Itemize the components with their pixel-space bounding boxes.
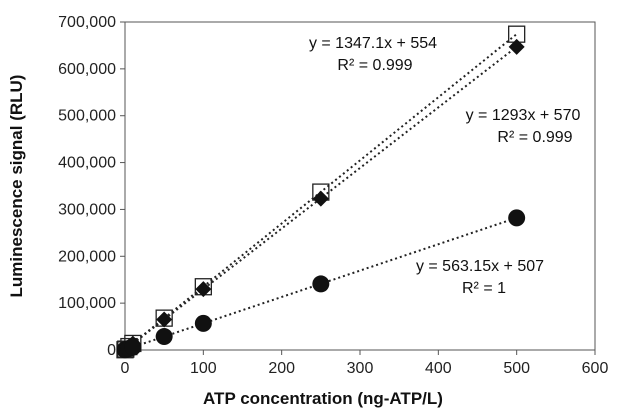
y-tick-label: 400,000 [58,155,116,172]
y-axis: 0 100,000 200,000 300,000 400,000 500,000 600,… [58,14,125,359]
trendline-r2-squares: R² = 0.999 [337,57,412,74]
x-tick-label: 500 [503,360,530,377]
data-point-circle [194,314,212,332]
x-tick-label: 600 [582,360,609,377]
x-axis: 0 100 200 300 400 500 600 [121,350,609,377]
trendline-equation-squares: y = 1347.1x + 554 [309,35,437,52]
x-tick-label: 200 [268,360,295,377]
y-tick-label: 300,000 [58,201,116,218]
data-point-diamond [195,281,212,298]
data-point-circle [312,275,330,293]
x-tick-label: 300 [347,360,374,377]
x-axis-title: ATP concentration (ng-ATP/L) [203,389,443,408]
y-tick-label: 600,000 [58,61,116,78]
data-point-circle [124,338,142,356]
x-tick-label: 0 [121,360,130,377]
data-point-diamond [508,38,525,55]
data-point-diamond [156,311,173,328]
x-tick-label: 400 [425,360,452,377]
y-tick-label: 500,000 [58,108,116,125]
y-axis-title: Luminescence signal (RLU) [7,75,26,298]
data-point-circle [508,209,526,227]
y-tick-label: 0 [107,342,116,359]
trendline-equation-diamonds: y = 1293x + 570 [466,107,581,124]
data-point-circle [155,328,173,346]
trendline-r2-circles: R² = 1 [462,280,506,297]
y-tick-label: 100,000 [58,295,116,312]
y-tick-label: 200,000 [58,248,116,265]
trendline-equation-circles: y = 563.15x + 507 [416,258,544,275]
data-point-diamond [312,190,329,207]
data-points [116,25,526,359]
x-tick-label: 100 [190,360,217,377]
y-tick-label: 700,000 [58,14,116,31]
trendline-r2-diamonds: R² = 0.999 [497,129,572,146]
